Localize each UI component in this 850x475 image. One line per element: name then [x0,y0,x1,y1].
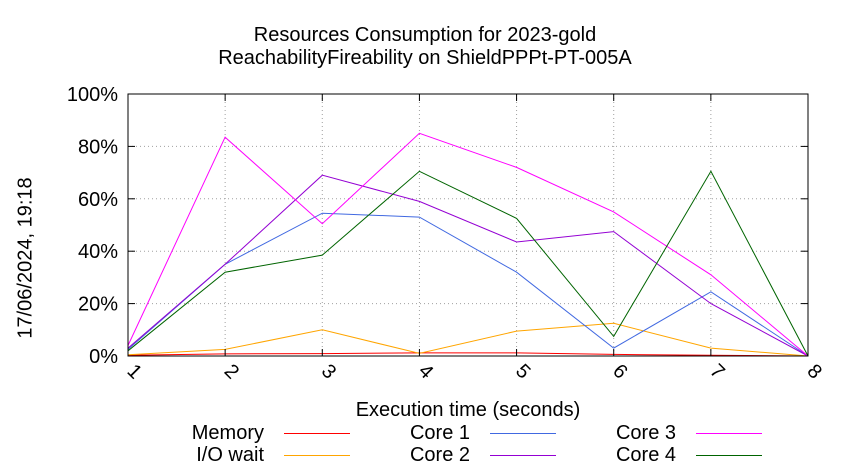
legend-swatch [696,455,762,456]
legend-item: Core 4 [0,444,762,466]
legend-label: Core 1 [409,422,470,444]
series-line-core-4 [127,170,809,357]
legend-swatch [284,455,350,456]
legend-swatch [490,455,556,456]
series-line-core-3 [127,132,809,357]
x-axis-label: Execution time (seconds) [355,399,581,421]
x-tick-label: 6 [608,360,631,383]
legend-label: I/O wait [196,444,264,466]
x-tick-label: 1 [123,360,146,383]
legend-label: Core 3 [615,422,676,444]
y-tick-label: 80% [78,136,118,158]
legend-item: Memory [0,422,350,444]
x-tick-label: 5 [511,360,534,383]
y-tick-label: 40% [78,241,118,263]
series-line-memory [127,352,809,357]
legend-swatch [284,433,350,434]
x-tick-label: 2 [220,360,243,383]
legend-label: Core 2 [409,444,470,466]
legend-item: I/O wait [0,444,350,466]
y-tick-label: 20% [78,294,118,316]
legend-item: Core 2 [0,444,556,466]
plot-border [127,93,809,357]
legend-label: Memory [191,422,264,444]
x-tick-label: 8 [803,360,826,383]
y-tick-label: 100% [67,84,118,106]
series-line-i-o-wait [127,322,809,357]
chart-title-line-1: Resources Consumption for 2023-gold [253,24,597,46]
x-tick-label: 7 [705,360,728,383]
series-line-core-2 [127,174,809,357]
legend-swatch [696,433,762,434]
x-tick-label: 4 [414,360,437,383]
x-tick-label: 3 [317,360,340,383]
y-tick-label: 0% [89,346,118,368]
y-axis-ticks: 0% 20% 40% 60% 80% 100% [67,84,808,368]
y-tick-label: 60% [78,189,118,211]
legend-item: Core 3 [0,422,762,444]
legend-swatch [490,433,556,434]
legend-label: Core 4 [615,444,676,466]
grid-lines [128,94,808,356]
series-lines [127,132,809,357]
chart-title-line-2: ReachabilityFireability on ShieldPPPt-PT… [218,47,632,69]
series-line-core-1 [127,212,809,357]
legend-item: Core 1 [0,422,556,444]
x-axis-ticks: 1 2 3 4 5 6 7 8 [123,94,826,383]
timestamp-label: 17/06/2024, 19:18 [14,177,37,339]
